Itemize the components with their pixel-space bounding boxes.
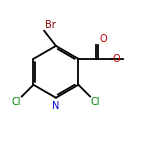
Text: O: O	[99, 34, 107, 44]
Text: O: O	[113, 54, 120, 64]
Text: N: N	[52, 101, 60, 111]
Text: Cl: Cl	[91, 97, 100, 107]
Text: Br: Br	[45, 20, 56, 30]
Text: Cl: Cl	[11, 97, 21, 107]
